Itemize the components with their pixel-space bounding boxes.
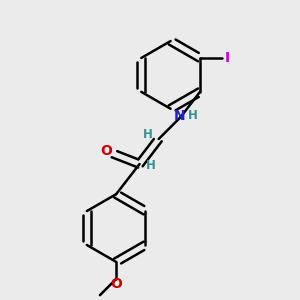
- Text: O: O: [101, 144, 112, 158]
- Text: H: H: [188, 109, 198, 122]
- Text: H: H: [142, 128, 152, 141]
- Text: H: H: [146, 159, 156, 172]
- Text: I: I: [225, 51, 230, 65]
- Text: N: N: [173, 109, 185, 123]
- Text: O: O: [110, 277, 122, 291]
